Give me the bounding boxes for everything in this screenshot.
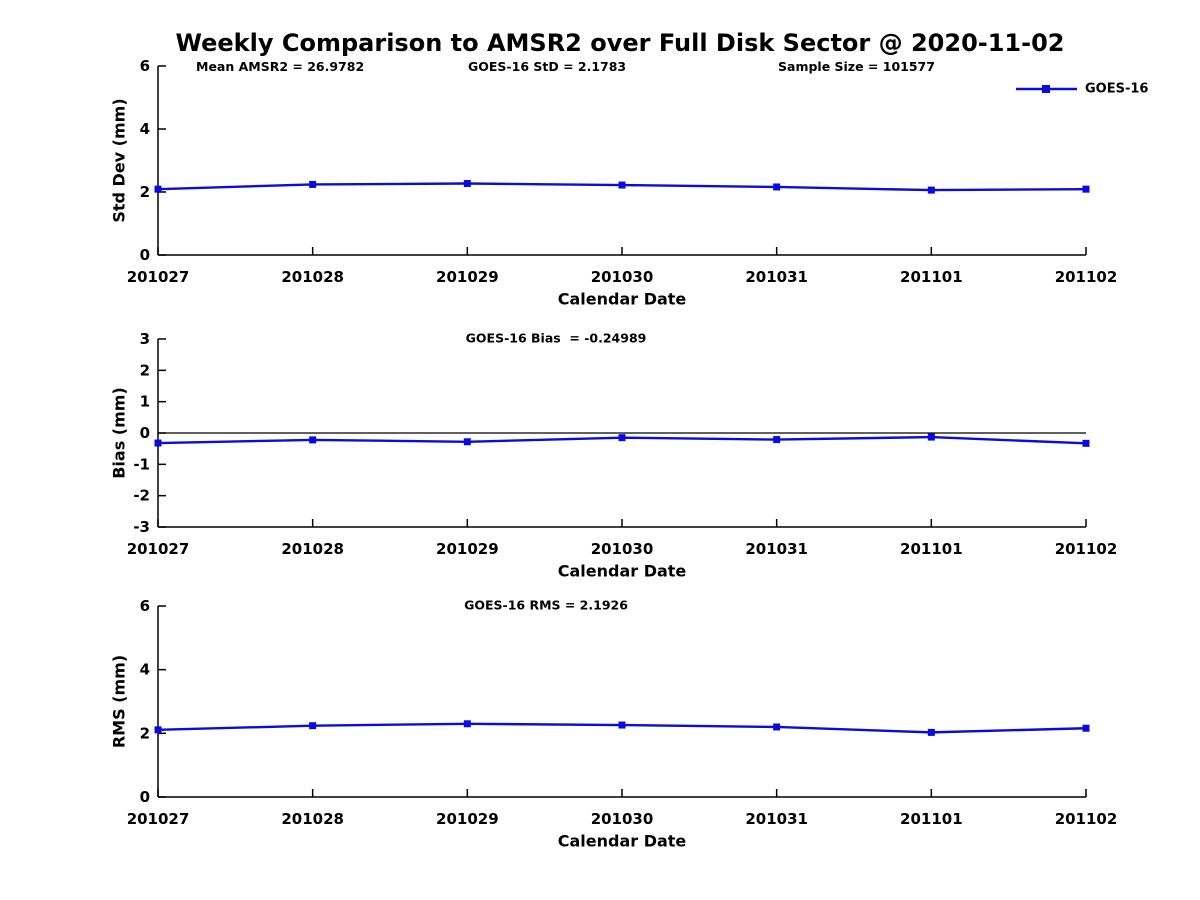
data-point-marker	[463, 438, 471, 446]
x-axis-title: Calendar Date	[558, 290, 687, 309]
y-tick-label: 6	[140, 60, 150, 75]
legend-label: GOES-16	[1085, 82, 1148, 97]
data-point-marker	[927, 433, 935, 441]
x-tick-label: 201028	[281, 810, 344, 828]
y-tick-label: 2	[140, 361, 150, 379]
y-tick-label: -3	[133, 518, 150, 536]
x-tick-label: 201028	[281, 540, 344, 558]
y-tick-label: 4	[140, 661, 150, 679]
x-tick-label: 201027	[127, 268, 190, 286]
y-axis-title: RMS (mm)	[110, 655, 129, 748]
x-axis-title: Calendar Date	[558, 832, 687, 851]
x-tick-label: 201101	[900, 268, 963, 286]
data-point-marker	[309, 180, 317, 188]
stat-sample-size: Sample Size = 101577	[778, 59, 935, 74]
chart-annotation: GOES-16 RMS = 2.1926	[464, 598, 628, 613]
data-point-marker	[154, 726, 162, 734]
data-point-marker	[773, 183, 781, 191]
x-tick-label: 201102	[1055, 268, 1118, 286]
x-tick-label: 201101	[900, 810, 963, 828]
y-tick-label: 2	[140, 183, 150, 201]
y-tick-label: 1	[140, 393, 150, 411]
data-point-marker	[1082, 185, 1090, 193]
x-tick-label: 201028	[281, 268, 344, 286]
x-tick-label: 201030	[591, 540, 654, 558]
data-point-marker	[927, 186, 935, 194]
y-axis-title: Bias (mm)	[110, 387, 129, 479]
y-tick-label: 0	[140, 246, 150, 264]
y-tick-label: 0	[140, 788, 150, 806]
chart-annotation: GOES-16 Bias = -0.24989	[466, 331, 647, 346]
x-tick-label: 201029	[436, 268, 499, 286]
data-point-marker	[309, 436, 317, 444]
data-point-marker	[618, 181, 626, 189]
data-point-marker	[154, 439, 162, 447]
x-tick-label: 201101	[900, 540, 963, 558]
data-point-marker	[773, 723, 781, 731]
chart-rms: 0 2 4 6 201027 201028 201029 201030 201031 201101…	[110, 597, 1118, 851]
data-point-marker	[309, 722, 317, 730]
figure-title: Weekly Comparison to AMSR2 over Full Dis…	[175, 29, 1065, 57]
y-tick-label: 0	[140, 424, 150, 442]
x-tick-label: 201031	[745, 268, 808, 286]
y-tick-label: -2	[133, 487, 150, 505]
data-point-marker	[154, 185, 162, 193]
data-point-marker	[618, 721, 626, 729]
data-point-marker	[1082, 724, 1090, 732]
y-tick-label: 2	[140, 724, 150, 742]
data-point-marker	[773, 436, 781, 444]
x-tick-label: 201029	[436, 540, 499, 558]
data-point-marker	[463, 720, 471, 728]
x-tick-label: 201102	[1055, 540, 1118, 558]
chart-std-dev: 0 2 4 6 201027 201028 201029 201030 201031 201101…	[110, 60, 1149, 309]
x-tick-label: 201029	[436, 810, 499, 828]
data-point-marker	[927, 728, 935, 736]
x-tick-label: 201031	[745, 540, 808, 558]
stat-goes16-std: GOES-16 StD = 2.1783	[468, 59, 627, 74]
chart-bias: -3 -2 -1 0 1 2 3 201027 201028 201029 201030 201031…	[110, 330, 1118, 581]
x-tick-label: 201030	[591, 810, 654, 828]
x-tick-label: 201027	[127, 810, 190, 828]
y-tick-label: 4	[140, 120, 150, 138]
data-point-marker	[463, 179, 471, 187]
data-point-marker	[1082, 439, 1090, 447]
legend-marker	[1042, 85, 1050, 93]
x-tick-label: 201102	[1055, 810, 1118, 828]
data-point-marker	[618, 434, 626, 442]
stat-mean-amsr2: Mean AMSR2 = 26.9782	[196, 59, 365, 74]
x-tick-label: 201031	[745, 810, 808, 828]
x-tick-label: 201027	[127, 540, 190, 558]
x-tick-label: 201030	[591, 268, 654, 286]
y-axis-title: Std Dev (mm)	[110, 98, 129, 222]
y-tick-label: -1	[133, 455, 150, 473]
x-axis-title: Calendar Date	[558, 562, 687, 581]
y-tick-label: 6	[140, 597, 150, 615]
y-tick-label: 3	[140, 330, 150, 348]
